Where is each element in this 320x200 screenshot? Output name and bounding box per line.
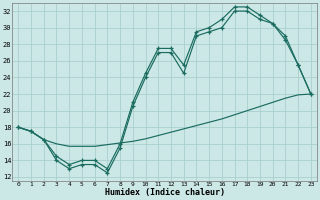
X-axis label: Humidex (Indice chaleur): Humidex (Indice chaleur) (105, 188, 225, 197)
